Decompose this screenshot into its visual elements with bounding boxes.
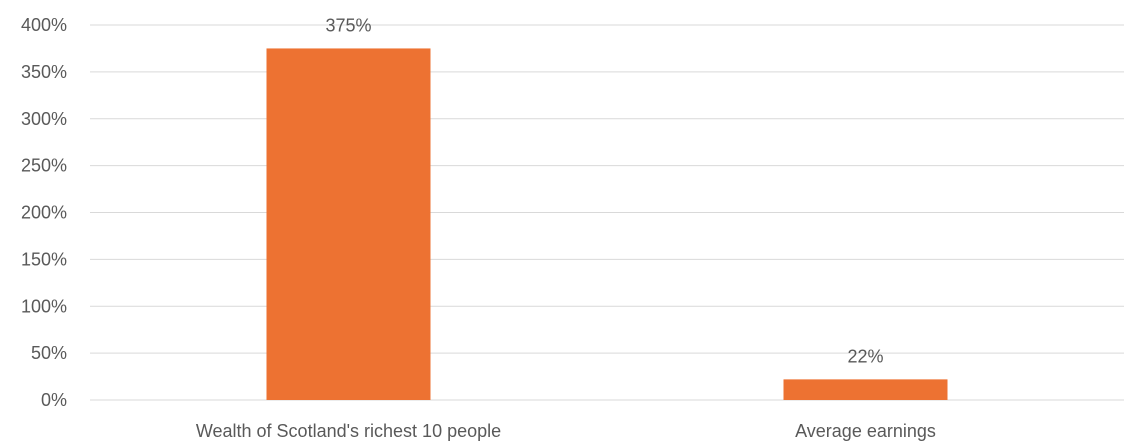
gridlines <box>90 24 1124 401</box>
data-label: 22% <box>847 346 883 366</box>
y-tick-label: 300% <box>21 109 67 129</box>
y-tick-label: 100% <box>21 296 67 316</box>
bar <box>266 48 431 400</box>
y-tick-label: 350% <box>21 62 67 82</box>
x-tick-label: Average earnings <box>795 421 936 441</box>
x-axis-tick-labels: Wealth of Scotland's richest 10 people Av… <box>196 421 936 441</box>
y-tick-label: 250% <box>21 156 67 176</box>
y-tick-label: 400% <box>21 15 67 35</box>
bars <box>266 48 948 400</box>
bar <box>783 379 948 400</box>
y-tick-label: 150% <box>21 249 67 269</box>
x-tick-label: Wealth of Scotland's richest 10 people <box>196 421 501 441</box>
y-tick-label: 200% <box>21 203 67 223</box>
data-labels: 375% 22% <box>325 15 883 366</box>
data-label: 375% <box>325 15 371 35</box>
y-tick-label: 50% <box>31 343 67 363</box>
y-tick-label: 0% <box>41 390 67 410</box>
y-axis-tick-labels: 0% 50% 100% 150% 200% 250% 300% 350% 400% <box>21 15 67 410</box>
